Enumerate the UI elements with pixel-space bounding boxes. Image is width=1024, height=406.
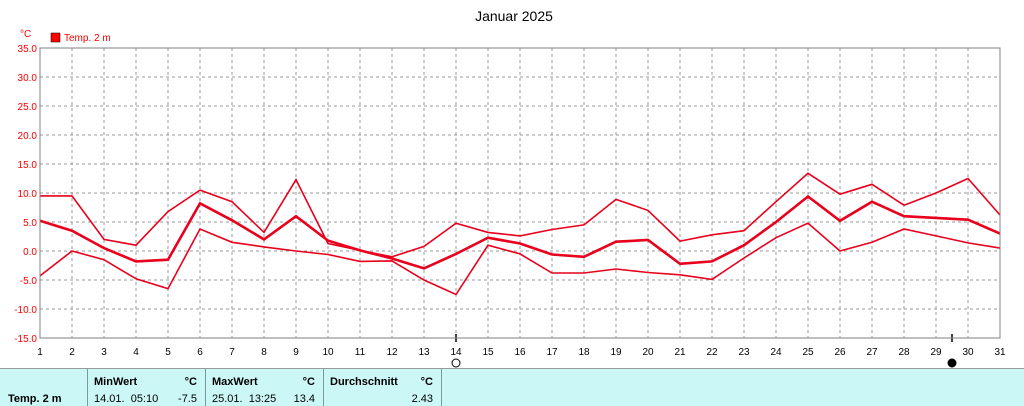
x-tick-label: 22 <box>706 347 718 358</box>
y-tick-label: 20.0 <box>18 131 38 142</box>
legend-swatch <box>50 32 61 43</box>
y-axis-unit: °C <box>20 29 31 40</box>
legend-label: Temp. 2 m <box>64 33 111 44</box>
max-label: MaxWert <box>212 376 258 388</box>
x-tick-label: 23 <box>738 347 750 358</box>
x-tick-label: 14 <box>450 347 462 358</box>
y-tick-label: 0.0 <box>23 247 37 258</box>
full-moon-icon <box>451 358 461 368</box>
temperature-chart: Januar 2025 °C Temp. 2 m 35.030.025.020.… <box>14 8 1006 368</box>
x-tick-label: 21 <box>674 347 686 358</box>
x-tick-label: 13 <box>418 347 430 358</box>
x-tick-label: 12 <box>386 347 398 358</box>
x-tick-label: 29 <box>930 347 942 358</box>
y-tick-label: 30.0 <box>18 73 38 84</box>
chart-title: Januar 2025 <box>475 8 553 24</box>
moon-phases <box>451 334 957 368</box>
x-tick-label: 1 <box>37 347 43 358</box>
x-tick-label: 30 <box>962 347 974 358</box>
avg-label: Durchschnitt <box>330 376 398 388</box>
series-line-max <box>40 172 1001 258</box>
x-tick-label: 17 <box>546 347 558 358</box>
new-moon-icon <box>947 358 957 368</box>
stats-bar: Temp. 2 m MinWert °C 14.01. 05:10 -7.5 M… <box>0 368 1024 406</box>
x-tick-label: 10 <box>322 347 334 358</box>
x-tick-label: 5 <box>165 347 171 358</box>
stats-min-cell: MinWert °C 14.01. 05:10 -7.5 <box>88 369 206 406</box>
min-unit: °C <box>184 376 197 388</box>
min-time: 14.01. 05:10 <box>94 393 159 405</box>
y-tick-label: 10.0 <box>18 189 38 200</box>
y-tick-label: -10.0 <box>14 305 37 316</box>
x-tick-label: 28 <box>898 347 910 358</box>
max-value: 13.4 <box>293 393 315 405</box>
x-tick-label: 2 <box>69 347 75 358</box>
x-tick-label: 26 <box>834 347 846 358</box>
x-tick-label: 18 <box>578 347 590 358</box>
x-tick-label: 9 <box>293 347 299 358</box>
x-tick-label: 25 <box>802 347 814 358</box>
x-tick-label: 27 <box>866 347 878 358</box>
y-tick-label: 5.0 <box>23 218 37 229</box>
max-unit: °C <box>302 376 315 388</box>
y-axis-ticks: 35.0 30.0 25.0 20.0 15.0 10.0 5.0 0.0 -5.0 -10.0 -… <box>14 44 37 345</box>
x-tick-label: 16 <box>514 347 526 358</box>
y-tick-label: 35.0 <box>18 44 38 55</box>
stats-name-cell: Temp. 2 m <box>0 369 88 406</box>
x-tick-label: 6 <box>197 347 203 358</box>
series-line-min <box>39 222 1001 296</box>
x-tick-label: 24 <box>770 347 782 358</box>
x-tick-label: 31 <box>994 347 1006 358</box>
y-tick-label: 15.0 <box>18 160 38 171</box>
avg-value: 2.43 <box>411 393 433 405</box>
min-value: -7.5 <box>178 393 197 405</box>
stats-max-cell: MaxWert °C 25.01. 13:25 13.4 <box>206 369 324 406</box>
stats-avg-cell: Durchschnitt °C 2.43 <box>324 369 442 406</box>
x-tick-label: 19 <box>610 347 622 358</box>
avg-unit: °C <box>420 376 433 388</box>
y-tick-label: -15.0 <box>14 334 37 345</box>
y-tick-label: 25.0 <box>18 102 38 113</box>
x-tick-label: 15 <box>482 347 494 358</box>
y-tick-label: -5.0 <box>20 276 38 287</box>
grid <box>40 48 1000 338</box>
series-lines <box>39 172 1001 296</box>
x-tick-label: 7 <box>229 347 235 358</box>
x-tick-label: 11 <box>355 347 366 358</box>
stats-name: Temp. 2 m <box>8 393 62 405</box>
x-tick-label: 4 <box>133 347 139 358</box>
x-tick-label: 3 <box>101 347 107 358</box>
x-tick-label: 20 <box>642 347 654 358</box>
plot-frame <box>39 47 1001 339</box>
x-tick-label: 8 <box>261 347 267 358</box>
series-line-mittel <box>39 194 1001 270</box>
max-time: 25.01. 13:25 <box>212 393 277 405</box>
min-label: MinWert <box>94 376 138 388</box>
x-axis-ticks: 1 2 3 4 5 6 7 8 9 10 11 12 13 14 15 16 17 18 19 20 21 22 23 24 2… <box>37 347 1006 358</box>
